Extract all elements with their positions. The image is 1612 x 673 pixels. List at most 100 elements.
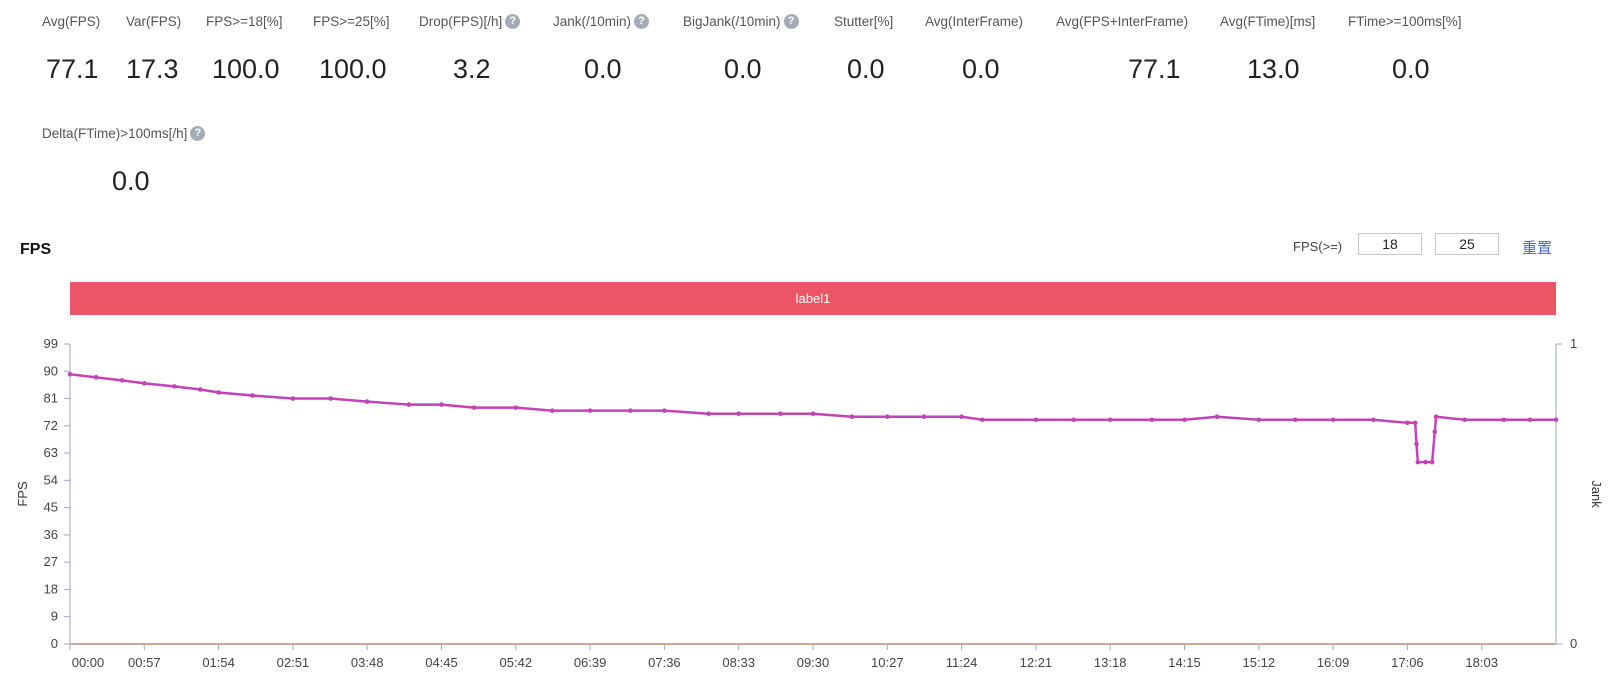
fps-data-point: [1182, 417, 1187, 423]
fps-data-point: [93, 375, 99, 380]
fps-data-point: [67, 372, 73, 377]
x-tick-label: 12:21: [1020, 655, 1053, 670]
fps-data-point: [290, 396, 296, 401]
help-icon[interactable]: ?: [634, 14, 650, 29]
x-tick-label: 11:24: [946, 655, 978, 670]
fps-data-point: [778, 411, 783, 416]
fps-threshold-low-input[interactable]: [1358, 233, 1422, 255]
y2-tick-label: 0: [1570, 636, 1577, 651]
metric-header: Jank(/10min)?: [553, 14, 650, 29]
metric-label: Avg(FTime)[ms]: [1220, 14, 1316, 29]
help-icon[interactable]: ?: [190, 126, 206, 141]
metric-label: FTime>=100ms[%]: [1348, 14, 1462, 29]
fps-data-point: [1415, 459, 1421, 465]
fps-data-point: [736, 411, 741, 416]
fps-data-point: [513, 405, 519, 410]
metric-value: 3.2: [453, 54, 491, 84]
label-band-text: label1: [795, 291, 831, 306]
fps-data-point: [364, 399, 370, 404]
fps-data-point: [1501, 417, 1507, 423]
metric-value: 77.1: [1128, 54, 1181, 84]
fps-data-point: [1256, 417, 1262, 423]
y-tick-label: 81: [44, 391, 58, 406]
y-tick-label: 27: [44, 554, 58, 569]
y-tick-label: 45: [44, 500, 58, 515]
fps-chart: 0 9 18 27 36 45 54 63 72 81 90 99 0 1 00:00 00:57 01:54…: [15, 336, 1604, 670]
fps-data-point: [662, 408, 667, 413]
fps-data-point: [1433, 414, 1439, 420]
fps-data-point: [1071, 417, 1077, 423]
metric-header: Avg(FTime)[ms]: [1220, 14, 1315, 29]
metric-header: FPS>=18[%]: [206, 14, 283, 29]
x-tick-label: 00:00: [72, 655, 105, 670]
metric-header: Stutter[%]: [834, 14, 893, 29]
metric-value: 0.0: [112, 166, 150, 196]
y-tick-label: 9: [51, 609, 58, 624]
x-tick-label: 14:15: [1168, 655, 1201, 670]
fps-data-point: [250, 393, 255, 398]
metric-label: FPS>=25[%]: [313, 14, 390, 29]
metric-header: Avg(FPS): [42, 14, 100, 29]
metric-label: Drop(FPS)[/h]: [419, 14, 503, 29]
fps-data-point: [849, 414, 855, 420]
fps-data-point: [959, 414, 964, 420]
x-tick-label: 06:39: [574, 655, 607, 670]
x-tick-label: 15:12: [1243, 655, 1276, 670]
fps-data-point: [1405, 420, 1410, 426]
metric-value: 0.0: [1392, 54, 1430, 84]
fps-data-point: [1107, 417, 1113, 423]
y-axis-title: FPS: [15, 481, 30, 507]
fps-data-point: [1423, 459, 1428, 465]
fps-data-point: [216, 390, 221, 395]
metric-header: Var(FPS): [126, 14, 181, 29]
metric-label: Avg(FPS): [42, 14, 101, 29]
metric-label: Jank(/10min): [553, 14, 632, 29]
help-icon[interactable]: ?: [783, 14, 799, 29]
y-tick-label: 36: [44, 527, 58, 542]
fps-series-line: [69, 373, 1556, 464]
metric-header: Drop(FPS)[/h]?: [419, 14, 521, 29]
fps-data-point: [142, 381, 147, 386]
fps-data-point: [1527, 417, 1533, 423]
fps-data-point: [1432, 429, 1438, 435]
fps-threshold-high-input[interactable]: [1435, 233, 1499, 255]
section-title: FPS: [20, 241, 52, 258]
fps-data-point: [328, 396, 334, 401]
metric-value: 77.1: [46, 54, 99, 84]
metric-value: 17.3: [126, 54, 179, 84]
y-tick-label: 18: [44, 581, 58, 596]
y-tick-label: 72: [44, 418, 58, 433]
reset-button[interactable]: 重置: [1522, 240, 1553, 257]
metric-header: Avg(InterFrame): [925, 14, 1023, 29]
metric-value: 0.0: [847, 54, 885, 84]
fps-data-point: [1149, 417, 1155, 423]
fps-data-point: [1292, 417, 1298, 423]
y2-tick-label: 1: [1570, 336, 1577, 351]
x-tick-label: 13:18: [1094, 655, 1127, 670]
x-tick-label: 18:03: [1465, 655, 1498, 670]
fps-data-point: [810, 411, 816, 416]
y-tick-label: 90: [44, 363, 58, 378]
fps-data-point: [587, 408, 593, 413]
fps-data-point: [1330, 417, 1336, 423]
x-tick-label: 01:54: [202, 655, 235, 670]
x-tick-label: 03:48: [351, 655, 384, 670]
fps-data-point: [171, 384, 177, 389]
metric-header: FPS>=25[%]: [313, 14, 390, 29]
x-tick-label: 09:30: [797, 655, 830, 670]
metric-label: Var(FPS): [126, 14, 182, 29]
fps-data-point: [1553, 417, 1559, 423]
fps-data-point: [1371, 417, 1376, 423]
metric-label: Avg(InterFrame): [925, 14, 1024, 29]
y-tick-label: 99: [44, 336, 58, 351]
metric-value: 100.0: [319, 54, 387, 84]
fps-data-point: [439, 402, 444, 407]
fps-data-point: [1462, 417, 1468, 423]
metric-value: 13.0: [1247, 54, 1300, 84]
help-icon[interactable]: ?: [505, 14, 521, 29]
fps-data-point: [1414, 441, 1419, 447]
metric-header: Delta(FTime)>100ms[/h]?: [42, 126, 206, 141]
metric-value: 0.0: [724, 54, 762, 84]
x-tick-label: 05:42: [500, 655, 533, 670]
fps-data-point: [1214, 414, 1220, 420]
